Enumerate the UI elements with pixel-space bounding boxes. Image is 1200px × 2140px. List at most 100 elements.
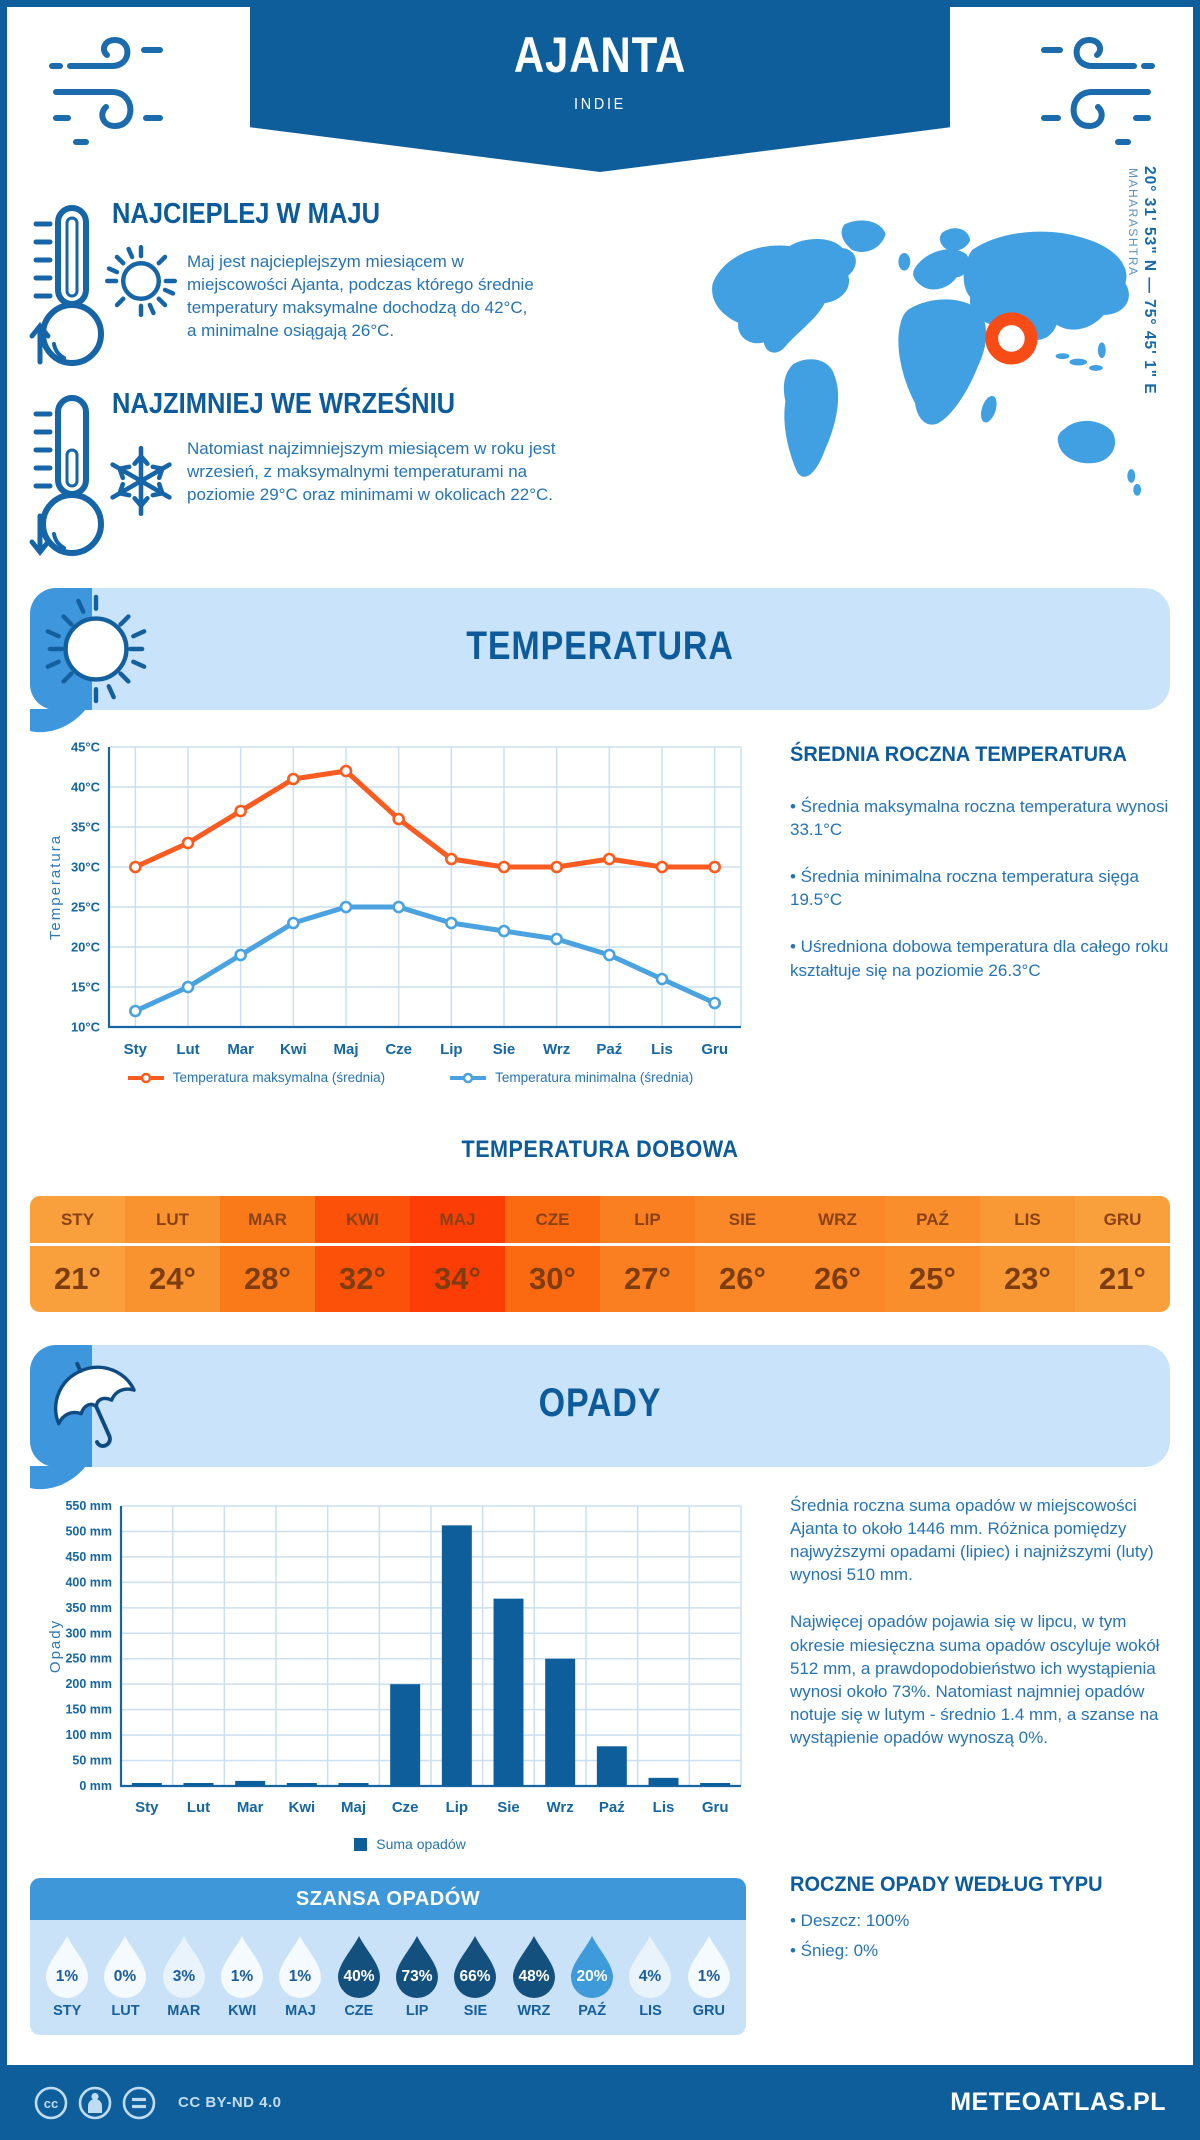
rain-bullet: • Deszcz: 100% <box>790 1911 910 1930</box>
svg-text:cc: cc <box>44 2096 58 2111</box>
min-series-marker <box>450 1072 487 1083</box>
rain-chance-cell: 20% PAŹ <box>563 1934 621 2019</box>
svg-text:150 mm: 150 mm <box>65 1703 112 1717</box>
precipitation-paragraph: Najwięcej opadów pojawia się w lipcu, w … <box>790 1612 1160 1747</box>
header-banner: AJANTA INDIE <box>250 0 950 172</box>
svg-text:250 mm: 250 mm <box>65 1652 112 1666</box>
svg-text:Cze: Cze <box>392 1799 419 1816</box>
table-temperature-cell: 27° <box>600 1246 695 1312</box>
svg-text:400 mm: 400 mm <box>65 1575 112 1589</box>
coordinates-text: 20° 31' 53" N — 75° 45' 1" E <box>1141 166 1158 395</box>
rain-chance-cell: 1% GRU <box>680 1934 738 2019</box>
svg-text:15°C: 15°C <box>71 980 101 995</box>
table-temperature-cell: 26° <box>790 1246 885 1312</box>
daily-temperature-heading: TEMPERATURA DOBOWA <box>461 1136 739 1163</box>
wind-icon <box>49 36 163 145</box>
warmest-text: Maj jest najcieplejszym miesiącem w miej… <box>187 252 534 341</box>
svg-text:50 mm: 50 mm <box>72 1754 112 1768</box>
banner-tail <box>30 1466 86 1490</box>
legend-sum-label: Suma opadów <box>376 1836 466 1852</box>
bar-chart-legend: Suma opadów <box>60 1836 760 1852</box>
svg-text:Paź: Paź <box>599 1799 625 1816</box>
rain-chance-month-label: LIS <box>639 2003 662 2019</box>
svg-text:1%: 1% <box>289 1968 312 1985</box>
svg-text:Lut: Lut <box>176 1041 199 1058</box>
table-temperature-cell: 32° <box>315 1246 410 1312</box>
precipitation-bar-chart: 0 mm 50 mm 100 mm 150 mm 200 mm 250 mm 300 mm 3… <box>47 1499 742 1816</box>
annual-bullet: • Średnia maksymalna roczna temperatura … <box>790 797 1169 840</box>
svg-text:Lip: Lip <box>440 1041 463 1058</box>
precipitation-type-heading: ROCZNE OPADY WEDŁUG TYPU <box>790 1872 1103 1896</box>
rain-chance-month-label: CZE <box>344 2003 374 2019</box>
svg-text:45°C: 45°C <box>71 740 101 755</box>
snow-bullet: • Śnieg: 0% <box>790 1941 879 1960</box>
svg-text:30°C: 30°C <box>71 860 101 875</box>
rain-chance-cell: 0% LUT <box>96 1934 154 2019</box>
rain-chance-cell: 66% SIE <box>446 1934 504 2019</box>
svg-text:450 mm: 450 mm <box>65 1550 112 1564</box>
thermometer-down-icon <box>29 395 104 557</box>
svg-text:10°C: 10°C <box>71 1020 101 1035</box>
site-name: METEOATLAS.PL <box>950 2088 1166 2116</box>
rain-chance-cell: 40% CZE <box>330 1934 388 2019</box>
rain-chance-month-label: WRZ <box>517 2003 551 2019</box>
svg-text:1%: 1% <box>56 1968 79 1985</box>
table-month-header: WRZ <box>790 1196 885 1243</box>
region-text: MAHARASHTRA <box>1126 168 1140 277</box>
temperature-line-chart: 10°C 15°C 20°C 25°C 30°C 35°C 40°C 45°C Sty Lut Ma… <box>47 740 742 1058</box>
rain-chance-month-label: SIE <box>463 2003 488 2019</box>
svg-text:Gru: Gru <box>702 1799 729 1816</box>
svg-text:4%: 4% <box>639 1968 662 1985</box>
table-temperature-cell: 21° <box>1075 1246 1170 1312</box>
svg-text:Kwi: Kwi <box>280 1041 307 1058</box>
svg-text:40°C: 40°C <box>71 780 101 795</box>
svg-text:1%: 1% <box>698 1968 721 1985</box>
table-temperature-cell: 28° <box>220 1246 315 1312</box>
table-month-header: KWI <box>315 1196 410 1243</box>
rain-chance-cell: 1% KWI <box>213 1934 271 2019</box>
svg-text:Lis: Lis <box>653 1799 675 1816</box>
precipitation-paragraph: Średnia roczna suma opadów w miejscowośc… <box>790 1496 1154 1585</box>
svg-text:Mar: Mar <box>227 1041 254 1058</box>
location-marker <box>985 312 1038 365</box>
annual-bullet: • Uśredniona dobowa temperatura dla całe… <box>790 937 1169 980</box>
svg-text:Paź: Paź <box>596 1041 622 1058</box>
page-border-right <box>1193 0 1200 2065</box>
droplet-icon: 40% <box>337 1936 380 1998</box>
table-temperature-cell: 21° <box>30 1246 125 1312</box>
cc-license-icons: cc <box>34 2086 156 2119</box>
svg-text:100 mm: 100 mm <box>65 1728 112 1742</box>
rain-chance-month-label: LIP <box>405 2003 429 2019</box>
page-border-left <box>0 0 7 2065</box>
table-month-header: LIS <box>980 1196 1075 1243</box>
table-temperature-cell: 23° <box>980 1246 1075 1312</box>
table-separator <box>30 1243 1170 1246</box>
table-month-header: CZE <box>505 1196 600 1243</box>
table-month-header: SIE <box>695 1196 790 1243</box>
rain-chance-month-label: MAR <box>167 2003 201 2019</box>
monthly-temperature-table: STY LUT MAR KWI MAJ CZE LIP SIE WRZ PAŹ LIS GRU 21° 2… <box>30 1196 1170 1312</box>
table-month-header: GRU <box>1075 1196 1170 1243</box>
page-subtitle: INDIE <box>574 96 626 113</box>
svg-text:Wrz: Wrz <box>547 1799 574 1816</box>
rain-chance-cell: 73% LIP <box>388 1934 446 2019</box>
svg-text:Maj: Maj <box>333 1041 358 1058</box>
rain-chance-heading: SZANSA OPADÓW <box>30 1878 746 1920</box>
legend-item-min: Temperatura minimalna (średnia) <box>449 1070 693 1085</box>
droplet-icon: 1% <box>687 1936 730 1998</box>
map-coordinates-block: 20° 31' 53" N — 75° 45' 1" E MAHARASHTRA <box>1126 166 1158 395</box>
footer: cc CC BY-ND 4.0 METEOATLAS.PL <box>0 2065 1200 2140</box>
table-month-header: MAJ <box>410 1196 505 1243</box>
annual-heading: ŚREDNIA ROCZNA TEMPERATURA <box>790 742 1127 766</box>
svg-text:3%: 3% <box>173 1968 196 1985</box>
coldest-text: Natomiast najzimniejszym miesiącem w rok… <box>187 439 556 505</box>
sun-banner-icon <box>45 594 147 704</box>
svg-text:500 mm: 500 mm <box>65 1524 112 1538</box>
table-month-header: PAŹ <box>885 1196 980 1243</box>
rain-chance-month-label: LUT <box>111 2003 140 2019</box>
temperature-title: TEMPERATURA <box>466 624 734 668</box>
svg-text:73%: 73% <box>402 1968 433 1985</box>
svg-text:Lis: Lis <box>651 1041 673 1058</box>
precipitation-banner: OPADY <box>30 1345 1170 1467</box>
max-series-marker <box>127 1072 164 1083</box>
